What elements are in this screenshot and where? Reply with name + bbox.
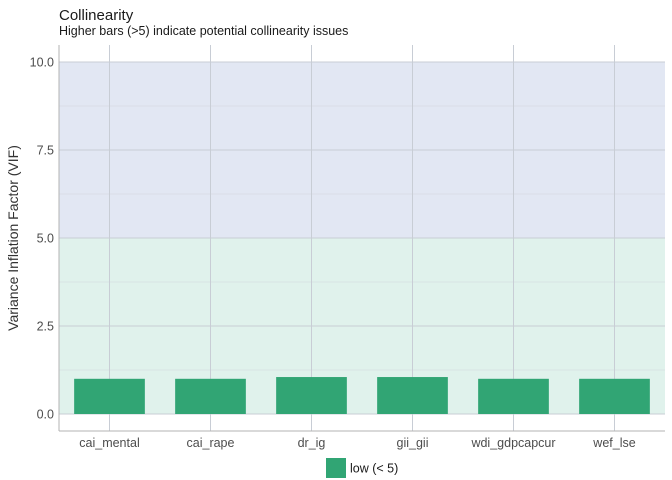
legend-swatch [326,458,346,478]
plot-area: 0.0 2.5 5.0 7.5 10.0 cai_mental cai_rape dr_ig g… [30,45,665,450]
x-tick-label: wdi_gdpcapcur [470,436,555,450]
y-tick-label: 7.5 [37,144,54,158]
x-tick-label: dr_ig [298,436,326,450]
x-tick-label: wef_lse [592,436,635,450]
legend: low (< 5) [326,458,398,478]
bar-wdi_gdpcapcur [478,378,549,414]
legend-label: low (< 5) [350,462,398,476]
y-tick-label: 5.0 [37,232,54,246]
chart-title: Collinearity [59,7,134,24]
y-tick-label: 10.0 [30,56,54,70]
y-axis-title: Variance Inflation Factor (VIF) [5,145,21,331]
bar-cai_mental [74,378,145,414]
bar-gii_gii [377,377,448,414]
y-tick-label: 0.0 [37,408,54,422]
x-tick-label: cai_rape [187,436,235,450]
x-tick-label: gii_gii [397,436,429,450]
bar-dr_ig [276,377,347,414]
y-tick-label: 2.5 [37,320,54,334]
bar-wef_lse [579,378,650,414]
bar-cai_rape [175,378,246,414]
chart-subtitle: Higher bars (>5) indicate potential coll… [59,24,348,38]
x-tick-label: cai_mental [79,436,139,450]
